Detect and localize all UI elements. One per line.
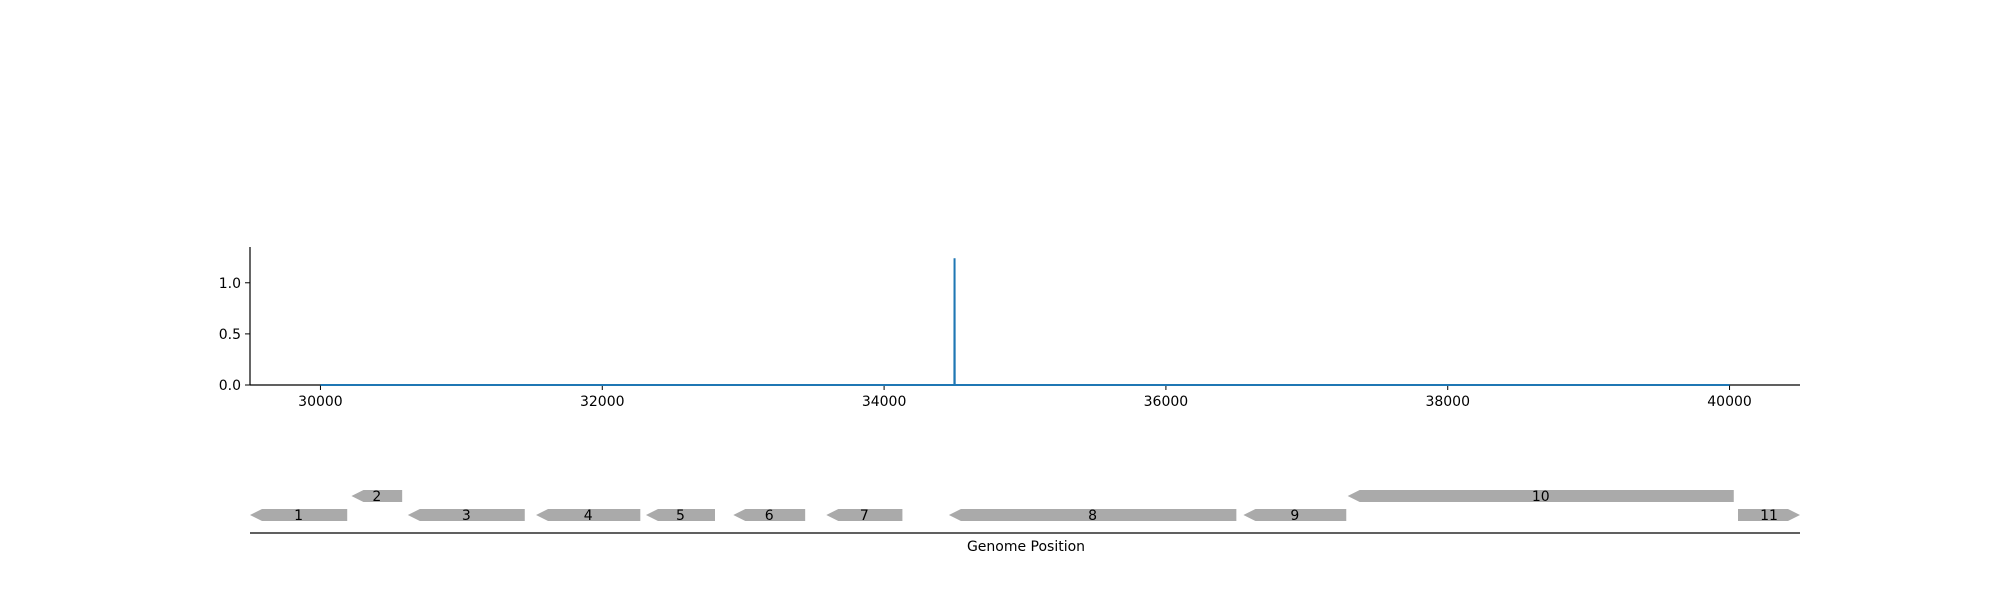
coverage-plot: 30000 32000 34000 36000 38000 40000 0.0 0.5 1.0	[219, 247, 1800, 410]
y-tick-label: 1.0	[219, 276, 241, 292]
gene-arrow-7	[826, 509, 903, 521]
gene-map-xlabel: Genome Position	[967, 539, 1085, 555]
gene-arrow-8	[948, 509, 1237, 521]
gene-label-3: 3	[462, 508, 471, 524]
gene-label-2: 2	[372, 489, 381, 505]
gene-map: 1 2 3 4 5 6 7 8 9 10 11 Genome Position	[250, 489, 1800, 555]
gene-arrow-5	[645, 509, 715, 521]
gene-label-10: 10	[1532, 489, 1550, 505]
gene-arrow-11	[1738, 509, 1800, 521]
y-tick-label: 0.0	[219, 378, 241, 394]
x-tick-label: 30000	[298, 394, 343, 410]
gene-arrow-1	[250, 509, 348, 521]
gene-arrow-10	[1347, 490, 1734, 502]
gene-arrow-9	[1243, 509, 1347, 521]
x-tick-label: 34000	[862, 394, 907, 410]
gene-arrow-6	[733, 509, 806, 521]
x-tick-label: 36000	[1144, 394, 1189, 410]
x-tick-label: 32000	[580, 394, 625, 410]
gene-arrow-2	[351, 490, 403, 502]
gene-label-8: 8	[1088, 508, 1097, 524]
gene-label-5: 5	[676, 508, 685, 524]
x-tick-label: 40000	[1707, 394, 1752, 410]
gene-label-4: 4	[584, 508, 593, 524]
gene-label-6: 6	[765, 508, 774, 524]
gene-label-1: 1	[294, 508, 303, 524]
y-tick-label: 0.5	[219, 327, 241, 343]
gene-label-9: 9	[1290, 508, 1299, 524]
gene-label-7: 7	[860, 508, 869, 524]
gene-arrow-4	[536, 509, 641, 521]
x-tick-label: 38000	[1425, 394, 1470, 410]
coverage-series-line	[320, 258, 1730, 386]
gene-label-11: 11	[1760, 508, 1778, 524]
gene-arrow-3	[407, 509, 525, 521]
